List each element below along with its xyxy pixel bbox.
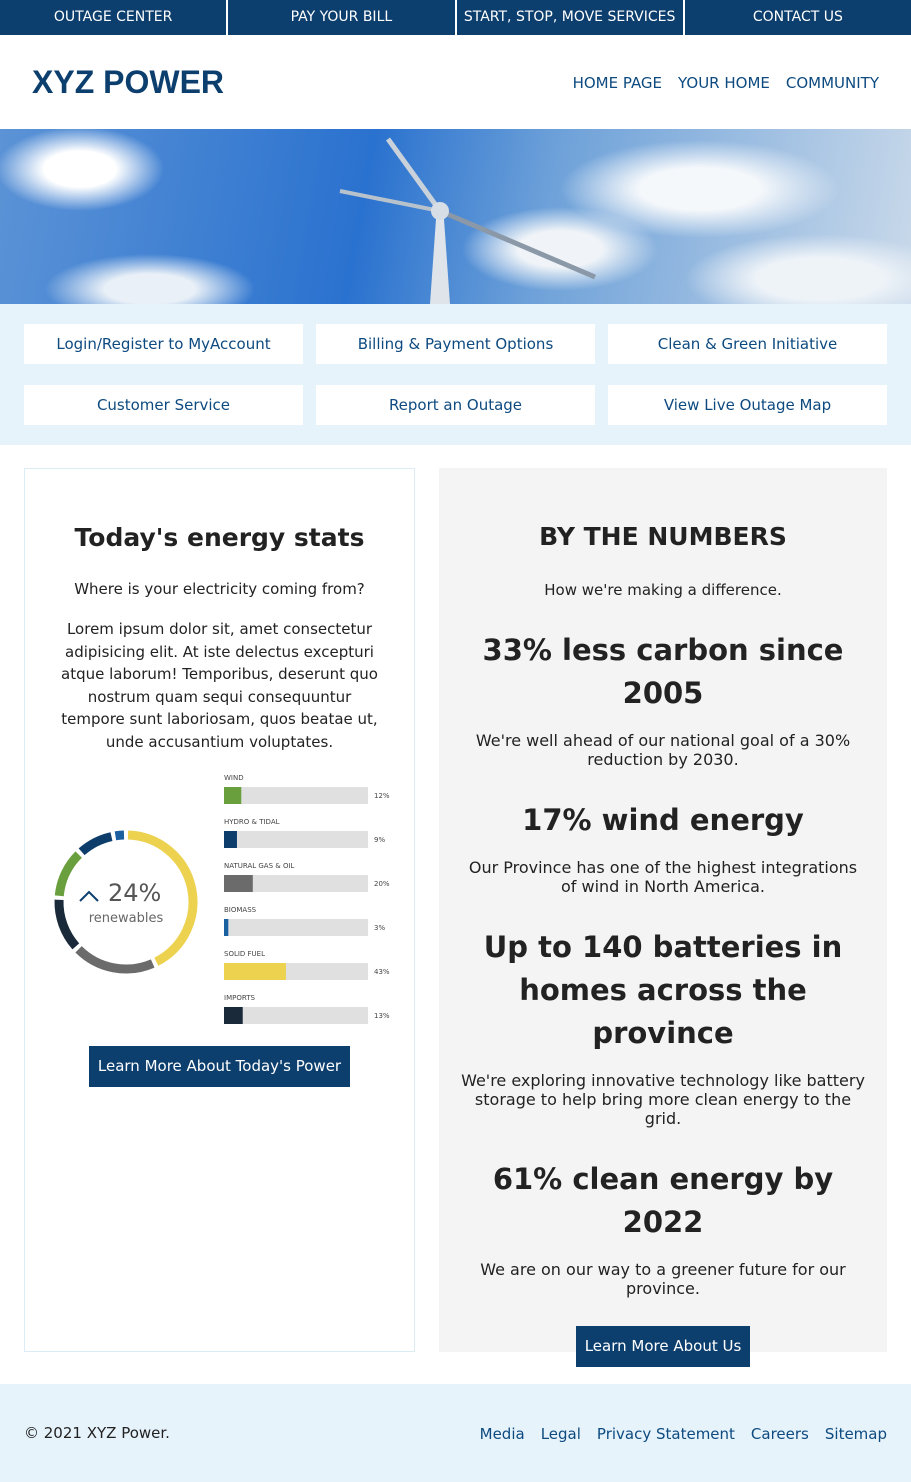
button-wrap: Learn More About Us (459, 1326, 867, 1367)
card-title: Today's energy stats (74, 523, 365, 552)
donut-segment (75, 946, 155, 974)
top-nav-link[interactable]: OUTAGE CENTER (0, 0, 227, 35)
footer-links: Media Legal Privacy Statement Careers Sitema… (464, 1424, 887, 1443)
quick-link[interactable]: Customer Service (24, 384, 303, 425)
card-question: Where is your electricity coming from? (74, 580, 365, 598)
tower (430, 219, 450, 304)
turbine (339, 137, 596, 304)
header-nav-link[interactable]: YOUR HOME (678, 73, 770, 92)
quick-link[interactable]: Login/Register to MyAccount (24, 324, 303, 364)
top-nav-link[interactable]: CONTACT US (684, 0, 911, 35)
donut-label: renewables (89, 911, 164, 926)
copyright: © 2021 XYZ Power. (24, 1424, 170, 1442)
bar-label: SOLID FUEL (224, 950, 265, 958)
top-nav-link[interactable]: PAY YOUR BILL (228, 0, 455, 35)
energy-card: Today's energy stats Where is your elect… (24, 468, 415, 1352)
bar-value: 43% (374, 968, 390, 976)
bar (224, 963, 286, 980)
stat-text: We're well ahead of our national goal of… (475, 731, 851, 769)
bar-value: 20% (374, 880, 390, 888)
top-nav: OUTAGE CENTER PAY YOUR BILL START, STOP, M… (0, 0, 911, 35)
hero-image (0, 129, 911, 304)
quick-link[interactable]: Clean & Green Initiative (608, 324, 887, 364)
card-body: Lorem ipsum dolor sit, amet consectetur … (61, 620, 378, 751)
header: XYZ POWER HOME PAGE YOUR HOME COMMUNITY (0, 35, 911, 129)
footer: © 2021 XYZ Power. Media Legal Privacy Stat… (0, 1384, 911, 1482)
stat-heading: 33% less carbon since 2005 (482, 633, 844, 710)
bar-value: 13% (374, 1012, 390, 1020)
energy-chart: WIND 12% HYDRO & TIDAL 9% NATURAL GAS & OIL 2… (54, 774, 390, 1024)
donut-segment (127, 830, 198, 966)
footer-link[interactable]: Legal (540, 1424, 581, 1443)
footer-link[interactable]: Privacy Statement (596, 1424, 735, 1443)
numbers-panel: BY THE NUMBERS How we're making a differ… (439, 468, 887, 1367)
donut-value: 24% (108, 879, 161, 907)
quick-link[interactable]: Report an Outage (316, 384, 595, 425)
donut-segment (78, 832, 113, 856)
header-nav: HOME PAGE YOUR HOME COMMUNITY (557, 73, 879, 92)
stat-heading: 17% wind energy (522, 803, 804, 837)
bar-track (224, 919, 368, 936)
bar-track (224, 1007, 368, 1024)
donut-segment (54, 899, 80, 950)
numbers-subtitle: How we're making a difference. (544, 581, 782, 599)
stat-text: We are on our way to a greener future fo… (480, 1260, 846, 1298)
power-button[interactable]: Learn More About Today's Power (88, 1046, 351, 1087)
bar (224, 787, 242, 804)
header-nav-link[interactable]: COMMUNITY (785, 73, 879, 92)
footer-link[interactable]: Media (479, 1424, 525, 1443)
bar-label: WIND (224, 774, 244, 782)
bar-label: IMPORTS (224, 994, 255, 1002)
donut-segment (114, 830, 125, 841)
bar (224, 875, 253, 892)
quick-link[interactable]: Billing & Payment Options (316, 324, 595, 364)
bar (224, 831, 237, 848)
donut-segment (54, 851, 82, 897)
bar-track (224, 787, 368, 804)
blade (385, 137, 443, 213)
hub (431, 202, 449, 220)
blade (339, 189, 441, 213)
bar-value: 9% (374, 836, 385, 844)
up-arrow (79, 890, 99, 902)
bar-track (224, 875, 368, 892)
logo[interactable]: XYZ POWER (32, 63, 225, 100)
footer-link[interactable]: Sitemap (824, 1424, 887, 1443)
header-nav-link[interactable]: HOME PAGE (572, 73, 663, 92)
quick-links: Login/Register to MyAccount Billing & Pay… (0, 304, 911, 445)
numbers-title: BY THE NUMBERS (539, 522, 787, 551)
bar-value: 12% (374, 792, 390, 800)
main: Today's energy stats Where is your elect… (0, 445, 911, 1384)
stat-heading: Up to 140 batteries in homes across the … (483, 930, 843, 1050)
bar-track (224, 831, 368, 848)
quick-link[interactable]: View Live Outage Map (608, 384, 887, 425)
stat-text: We're exploring innovative technology li… (461, 1071, 865, 1128)
stat-text: Our Province has one of the highest inte… (468, 858, 858, 896)
top-nav-link[interactable]: START, STOP, MOVE SERVICES (456, 0, 683, 35)
footer-link[interactable]: Careers (750, 1424, 809, 1443)
blade (439, 208, 596, 280)
bar-label: NATURAL GAS & OIL (224, 862, 295, 870)
bar (224, 919, 229, 936)
bar-value: 3% (374, 924, 385, 932)
bar-label: BIOMASS (224, 906, 257, 914)
bar-label: HYDRO & TIDAL (224, 818, 280, 826)
stat-heading: 61% clean energy by 2022 (492, 1162, 834, 1239)
about-button[interactable]: Learn More About Us (575, 1326, 751, 1367)
bar (224, 1007, 243, 1024)
